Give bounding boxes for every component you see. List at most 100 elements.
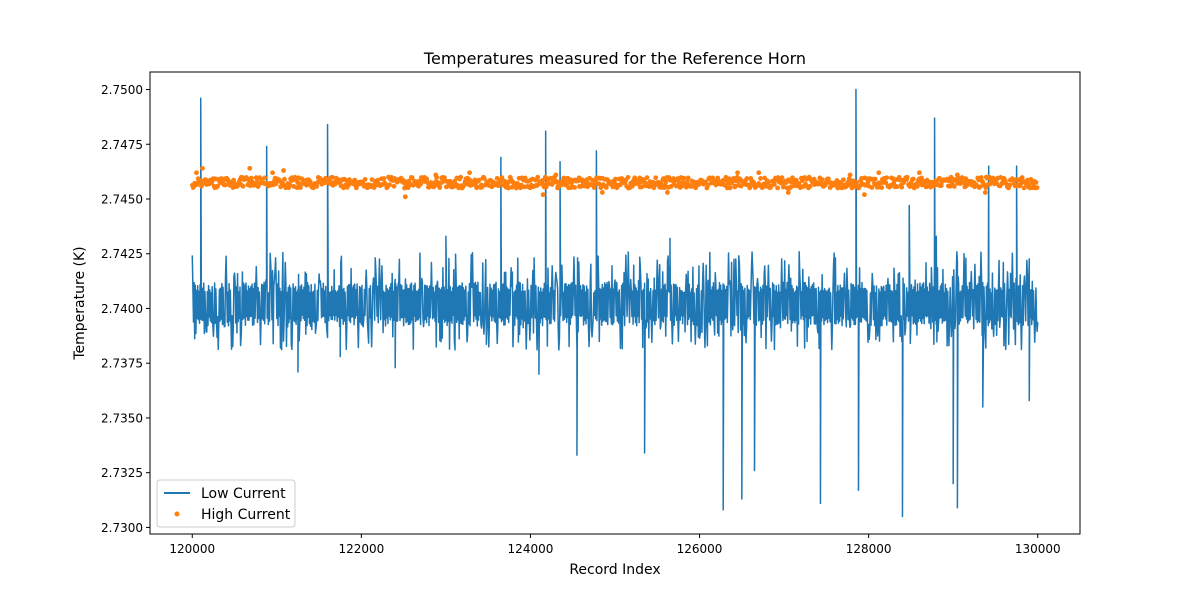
high-current-point: [780, 184, 786, 190]
high-current-point: [977, 184, 983, 190]
high-current-point: [693, 185, 699, 191]
high-current-point: [632, 175, 638, 181]
high-current-point: [779, 175, 785, 181]
high-current-point: [947, 183, 953, 189]
x-tick-label: 122000: [338, 542, 384, 556]
high-current-point: [554, 179, 560, 184]
high-current-point: [543, 184, 549, 190]
high-current-point: [572, 185, 577, 190]
x-tick-label: 126000: [677, 542, 723, 556]
high-current-point: [914, 183, 920, 189]
legend-box: [156, 479, 296, 528]
high-current-point: [865, 179, 871, 185]
high-current-point: [951, 184, 957, 189]
high-current-outlier-point: [862, 192, 867, 198]
high-current-point: [391, 183, 397, 189]
high-current-outlier-point: [916, 170, 922, 176]
y-axis-ticks: 2.7300 2.7325 2.7350 2.7375 2.7400 2.7425 2.74…: [101, 83, 150, 535]
high-current-series: [190, 165, 1040, 200]
high-current-point: [215, 183, 221, 189]
high-current-point: [732, 183, 738, 189]
high-current-point: [540, 178, 545, 183]
high-current-point: [362, 177, 368, 182]
high-current-point: [775, 185, 781, 191]
high-current-point: [872, 176, 878, 182]
high-current-point: [771, 182, 777, 187]
high-current-point: [409, 175, 415, 181]
high-current-point: [223, 182, 228, 188]
high-current-point: [758, 176, 763, 181]
high-current-point: [254, 179, 260, 185]
high-current-point: [387, 182, 393, 188]
high-current-point: [1007, 182, 1012, 188]
high-current-point: [262, 175, 268, 181]
high-current-point: [899, 184, 905, 190]
high-current-point: [978, 175, 984, 180]
high-current-point: [653, 175, 659, 181]
high-current-outlier-point: [665, 190, 670, 195]
high-current-point: [904, 174, 910, 180]
high-current-point: [1034, 185, 1040, 190]
legend-low-current-label: Low Current: [201, 486, 286, 502]
high-current-outlier-point: [540, 192, 546, 198]
high-current-outlier-point: [756, 170, 762, 176]
x-tick-label: 124000: [508, 542, 554, 556]
x-axis-label: Record Index: [569, 562, 660, 578]
high-current-point: [535, 174, 541, 180]
high-current-point: [884, 175, 890, 181]
high-current-outlier-point: [402, 194, 408, 200]
high-current-point: [840, 177, 846, 183]
high-current-point: [248, 175, 254, 181]
high-current-point: [329, 174, 335, 180]
high-current-outlier-point: [433, 172, 439, 178]
high-current-point: [644, 175, 650, 181]
high-current-point: [685, 175, 691, 181]
plot-area: [190, 88, 1040, 518]
high-current-outlier-point: [467, 170, 472, 176]
high-current-point: [674, 183, 679, 189]
high-current-point: [240, 183, 246, 189]
chart-title: Temperatures measured for the Reference …: [423, 49, 806, 68]
high-current-point: [437, 185, 443, 190]
high-current-outlier-point: [735, 170, 740, 176]
low-current-series: [191, 88, 1039, 518]
high-current-point: [603, 185, 609, 190]
high-current-outlier-point: [270, 170, 275, 176]
high-current-point: [807, 183, 813, 189]
high-current-point: [680, 179, 686, 185]
high-current-point: [402, 179, 408, 184]
x-tick-label: 128000: [846, 542, 892, 556]
high-current-point: [314, 183, 319, 189]
high-current-point: [610, 184, 616, 190]
high-current-point: [726, 176, 732, 182]
high-current-point: [287, 182, 293, 188]
high-current-point: [910, 176, 916, 182]
high-current-point: [765, 180, 771, 186]
high-current-point: [658, 181, 664, 186]
high-current-point: [353, 185, 359, 191]
high-current-outlier-point: [955, 172, 960, 178]
high-current-point: [879, 185, 885, 190]
high-current-point: [505, 185, 511, 191]
high-current-point: [298, 185, 303, 190]
y-tick-label: 2.7375: [101, 357, 143, 371]
high-current-point: [282, 176, 287, 182]
high-current-outlier-point: [599, 190, 605, 195]
high-current-point: [369, 177, 375, 182]
high-current-point: [612, 180, 618, 186]
high-current-point: [651, 185, 657, 191]
high-current-point: [596, 181, 602, 187]
legend: Low Current High Current: [156, 479, 296, 528]
high-current-point: [231, 177, 237, 183]
legend-high-current-swatch: [174, 511, 180, 517]
high-current-outlier-point: [200, 165, 205, 171]
y-tick-label: 2.7450: [101, 192, 143, 206]
high-current-outlier-point: [876, 170, 882, 176]
high-current-point: [819, 177, 825, 182]
y-tick-label: 2.7350: [101, 411, 143, 425]
y-tick-label: 2.7500: [101, 83, 143, 97]
high-current-point: [612, 176, 618, 182]
high-current-point: [591, 185, 597, 190]
high-current-point: [825, 176, 831, 182]
